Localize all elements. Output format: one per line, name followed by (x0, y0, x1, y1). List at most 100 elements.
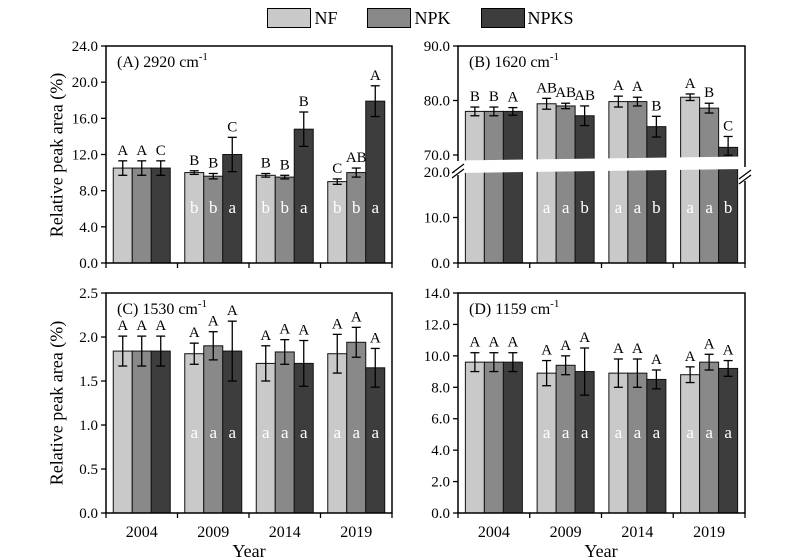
bar-nf-2014 (255, 174, 276, 264)
sig-letter-lower: a (543, 423, 551, 442)
sig-letter-lower: a (634, 198, 642, 217)
sig-letter-upper: A (704, 336, 715, 352)
sig-letter-upper: A (541, 343, 552, 359)
y-tick-label: 10.0 (424, 211, 450, 227)
legend-label-npk: NPK (414, 8, 451, 28)
sig-letter-upper: A (723, 343, 734, 359)
sig-letter-upper: A (685, 76, 696, 92)
bar-nf-2019 (680, 96, 701, 264)
x-axis-label-left: Year (232, 541, 266, 560)
bar-nf-2019 (327, 181, 348, 264)
sig-letter-upper: A (685, 349, 696, 365)
sig-letter-lower: a (371, 198, 379, 217)
sig-letter-upper: A (136, 318, 147, 334)
sig-letter-upper: A (298, 323, 309, 339)
sig-letter-lower: a (352, 423, 360, 442)
y-tick-label: 20.0 (424, 165, 450, 181)
bar-nf-2004 (464, 361, 485, 514)
sig-letter-lower: a (686, 423, 694, 442)
sig-letter-lower: b (209, 198, 218, 217)
sig-letter-upper: C (723, 118, 733, 134)
y-tick-label: 0.0 (431, 506, 450, 522)
sig-letter-upper: AB (574, 88, 595, 104)
y-tick-label: 12.0 (424, 317, 450, 333)
y-tick-label: 0.0 (79, 506, 98, 522)
bar-npks-2019 (365, 100, 386, 264)
y-tick-label: 12.0 (72, 148, 98, 164)
x-tick-label: 2004 (126, 524, 158, 541)
sig-letter-upper: A (507, 90, 518, 106)
axis-break-slash (451, 163, 465, 174)
sig-letter-lower: b (281, 198, 290, 217)
sig-letter-upper: C (227, 119, 237, 135)
y-tick-label: 6.0 (431, 412, 450, 428)
y-tick-label: 90.0 (424, 39, 450, 55)
legend-item-npk: NPK (367, 8, 451, 28)
legend-item-nf: NF (267, 8, 337, 28)
bar-npks-2014 (646, 378, 667, 514)
sig-letter-lower: a (615, 423, 623, 442)
y-tick-label: 8.0 (431, 380, 450, 396)
y-tick-label: 8.0 (79, 184, 98, 200)
y-tick-label: 0.5 (79, 462, 98, 478)
y-tick-label: 2.0 (431, 475, 450, 491)
bar-npk-2019 (346, 172, 367, 264)
legend-swatch-nf (267, 8, 312, 28)
y-tick-label: 10.0 (424, 349, 450, 365)
bar-npks-2009 (574, 115, 595, 264)
panel-title: (B) 1620 cm-1 (469, 51, 559, 71)
x-tick-label: 2019 (693, 524, 725, 541)
y-tick-label: 0.0 (431, 256, 450, 272)
sig-letter-lower: b (190, 198, 199, 217)
sig-letter-lower: a (543, 198, 551, 217)
sig-letter-lower: a (333, 423, 341, 442)
sig-letter-upper: B (189, 153, 199, 169)
sig-letter-lower: a (634, 423, 642, 442)
sig-letter-upper: B (704, 85, 714, 101)
sig-letter-lower: a (262, 423, 270, 442)
sig-letter-upper: A (651, 352, 662, 368)
x-axis-label-right: Year (584, 541, 618, 560)
sig-letter-upper: A (507, 335, 518, 351)
bar-nf-2009 (536, 103, 557, 264)
sig-letter-lower: a (686, 198, 694, 217)
y-tick-label: 70.0 (424, 148, 450, 164)
bar-nf-2009 (184, 172, 205, 264)
legend-item-npks: NPKS (480, 8, 574, 28)
sig-letter-upper: A (117, 143, 128, 159)
sig-letter-upper: B (261, 155, 271, 171)
sig-letter-lower: a (653, 423, 661, 442)
sig-letter-lower: b (580, 198, 589, 217)
sig-letter-upper: A (117, 318, 128, 334)
sig-letter-upper: A (189, 325, 200, 341)
x-tick-label: 2004 (478, 524, 510, 541)
x-tick-label: 2014 (621, 524, 653, 541)
y-tick-label: 1.0 (79, 418, 98, 434)
x-tick-label: 2009 (550, 524, 582, 541)
bar-npk-2014 (274, 176, 295, 264)
bar-npk-2009 (203, 175, 224, 264)
sig-letter-lower: b (352, 198, 361, 217)
bar-nf-2004 (112, 350, 133, 514)
sig-letter-lower: a (228, 423, 236, 442)
bar-npks-2014 (293, 128, 314, 264)
y-tick-label: 2.0 (79, 330, 98, 346)
sig-letter-upper: A (136, 143, 147, 159)
bar-npk-2014 (627, 372, 648, 514)
sig-letter-lower: a (209, 423, 217, 442)
bar-npk-2019 (699, 107, 720, 264)
sig-letter-lower: a (228, 198, 236, 217)
sig-letter-lower: a (281, 423, 289, 442)
sig-letter-upper: B (299, 94, 309, 110)
bar-npks-2004 (502, 110, 523, 264)
sig-letter-upper: A (469, 335, 480, 351)
sig-letter-upper: C (332, 161, 342, 177)
sig-letter-upper: AB (555, 85, 576, 101)
sig-letter-upper: A (260, 328, 271, 344)
sig-letter-upper: B (470, 89, 480, 105)
panel-A: 0.04.08.012.016.020.024.0ABbBbCbABbBbABb… (72, 39, 393, 272)
sig-letter-lower: a (300, 423, 308, 442)
y-tick-label: 4.0 (79, 220, 98, 236)
